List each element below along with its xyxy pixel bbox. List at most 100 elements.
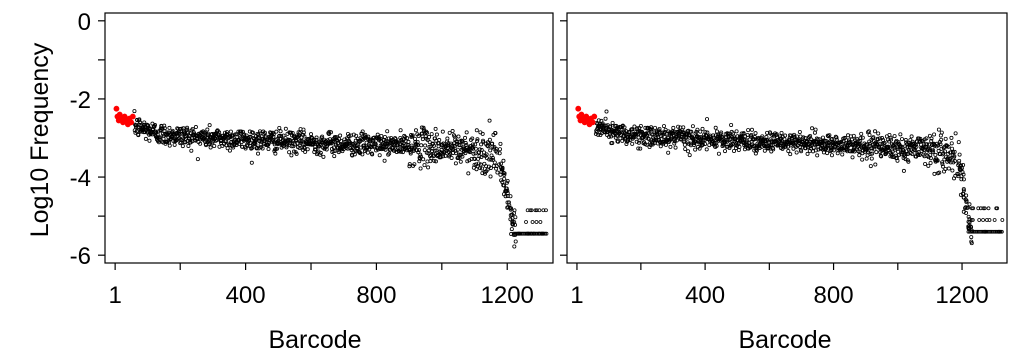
data-point	[976, 206, 981, 211]
data-point	[162, 123, 167, 128]
data-point	[544, 208, 548, 213]
data-point	[422, 148, 427, 153]
data-point	[271, 134, 276, 139]
data-point	[889, 137, 894, 142]
data-point	[513, 215, 518, 220]
data-point	[741, 131, 746, 136]
data-point	[965, 205, 970, 210]
data-point	[430, 146, 435, 151]
data-point	[309, 132, 314, 137]
data-point	[305, 147, 310, 152]
data-point	[672, 139, 677, 144]
data-point	[671, 125, 676, 130]
data-point	[407, 162, 412, 167]
data-point	[189, 148, 194, 153]
data-point	[663, 142, 668, 147]
data-point	[416, 134, 421, 139]
data-point	[756, 137, 761, 142]
data-point	[850, 155, 855, 160]
data-point	[953, 131, 958, 136]
data-point	[270, 139, 275, 144]
data-point	[753, 131, 758, 136]
data-point	[297, 130, 302, 135]
data-point	[479, 148, 484, 153]
data-point	[649, 127, 654, 132]
data-point	[825, 133, 830, 138]
data-point	[873, 162, 878, 167]
data-point	[622, 125, 627, 130]
data-point	[165, 140, 170, 145]
data-point	[943, 136, 948, 141]
data-point	[360, 152, 365, 157]
data-point	[882, 140, 887, 145]
data-point	[857, 153, 862, 158]
data-point	[143, 136, 148, 141]
data-point	[354, 133, 359, 138]
data-point	[271, 132, 276, 137]
data-point	[379, 134, 384, 139]
data-point	[982, 206, 987, 211]
data-point	[477, 147, 482, 152]
data-point	[999, 229, 1004, 234]
data-point	[714, 143, 719, 148]
data-point	[458, 143, 463, 148]
data-point	[966, 229, 971, 234]
data-point	[359, 131, 364, 136]
data-point	[302, 134, 307, 139]
data-point	[932, 132, 937, 137]
y-tick-label: -6	[70, 243, 91, 270]
data-point	[884, 150, 889, 155]
data-point	[333, 148, 338, 153]
data-point	[799, 149, 804, 154]
data-point	[512, 220, 517, 224]
data-point	[705, 130, 710, 135]
data-point	[370, 152, 375, 157]
data-point	[320, 134, 325, 139]
data-point	[338, 133, 343, 138]
data-point	[431, 153, 436, 158]
data-point	[839, 139, 844, 144]
data-point	[827, 133, 832, 138]
data-point	[529, 208, 534, 213]
data-point	[868, 164, 873, 169]
data-point	[764, 135, 769, 140]
data-point	[871, 135, 876, 140]
data-point	[289, 153, 294, 158]
data-point	[488, 165, 493, 170]
data-point	[274, 129, 279, 134]
data-point	[952, 154, 957, 159]
x-tick-label: 1200	[481, 282, 534, 309]
data-point	[253, 142, 258, 147]
data-point	[441, 141, 446, 146]
data-point	[335, 141, 340, 146]
data-point	[811, 145, 816, 150]
data-point	[279, 134, 284, 139]
data-point	[418, 166, 423, 171]
data-point	[969, 235, 974, 240]
data-point	[429, 132, 434, 137]
data-point	[423, 143, 428, 148]
data-point	[928, 156, 933, 161]
data-point	[898, 132, 903, 137]
data-point	[700, 142, 705, 147]
data-point	[301, 130, 306, 135]
highlight-point	[129, 113, 136, 120]
data-point	[734, 129, 739, 134]
data-point	[690, 136, 695, 141]
data-point	[748, 145, 753, 150]
data-point	[971, 206, 976, 211]
data-point	[250, 145, 255, 150]
data-point	[906, 151, 911, 156]
data-point	[477, 154, 482, 159]
data-point	[480, 166, 485, 171]
data-point	[217, 130, 222, 135]
data-point	[508, 213, 513, 218]
x-axis-title-right: Barcode	[738, 326, 831, 354]
data-point	[945, 159, 950, 164]
highlight-point	[113, 105, 120, 112]
data-point	[658, 130, 663, 135]
data-point	[422, 163, 427, 168]
data-point	[926, 163, 931, 168]
data-point	[458, 159, 463, 164]
data-point	[829, 153, 834, 158]
